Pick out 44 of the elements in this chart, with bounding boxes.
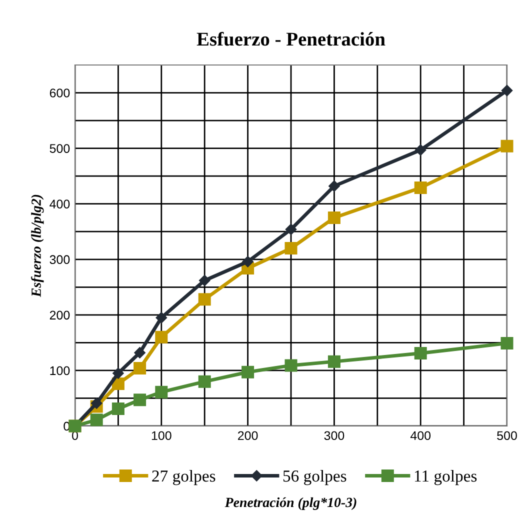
point — [155, 386, 168, 398]
point — [500, 336, 514, 350]
x-tick-label: 300 — [324, 431, 344, 440]
point — [156, 312, 168, 324]
y-tick-label: 200 — [50, 310, 70, 320]
point — [285, 224, 297, 235]
chart-title: Esfuerzo - Penetración — [196, 32, 386, 46]
point — [328, 180, 340, 192]
point — [328, 211, 340, 224]
point — [198, 274, 210, 286]
legend-label: 11 golpes — [414, 470, 477, 486]
point — [501, 84, 513, 96]
x-axis-title: Penetración (plg*10-3) — [224, 497, 356, 510]
point — [90, 414, 103, 426]
point — [155, 330, 168, 344]
x-tick-label: 500 — [497, 431, 517, 440]
point — [284, 242, 298, 255]
point — [134, 394, 146, 406]
y-tick-label: 300 — [50, 255, 70, 264]
x-tick-label: 200 — [238, 431, 258, 440]
y-tick-label: 600 — [50, 88, 70, 98]
y-tick-label: 400 — [50, 200, 70, 208]
y-tick-label: 100 — [50, 366, 70, 376]
point — [242, 366, 254, 378]
y-axis-title: Esfuerzo (lb/plg2) — [30, 194, 44, 298]
y-tick-label: 500 — [50, 144, 70, 153]
point — [112, 368, 124, 379]
point — [414, 181, 427, 194]
point — [90, 398, 102, 409]
x-tick-label: 100 — [152, 431, 172, 440]
point — [242, 256, 254, 268]
point — [414, 346, 427, 360]
point — [328, 355, 340, 368]
point — [414, 144, 426, 156]
x-tick-label: 400 — [410, 431, 431, 440]
point — [134, 347, 146, 358]
point — [284, 359, 298, 372]
point — [134, 362, 146, 374]
legend-label: 56 golpes — [283, 470, 346, 486]
point — [500, 140, 514, 152]
legend-label: 27 golpes — [152, 470, 216, 486]
point — [112, 402, 124, 416]
point — [198, 293, 211, 306]
point — [198, 375, 211, 388]
